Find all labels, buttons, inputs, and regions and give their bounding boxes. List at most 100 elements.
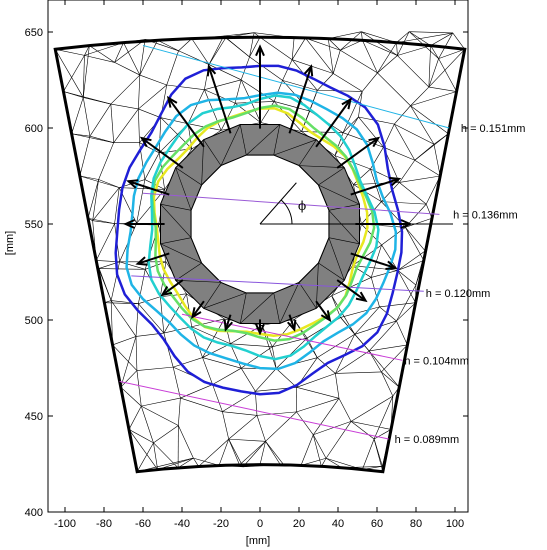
ring-element-edge <box>175 167 202 186</box>
arrow-head <box>206 64 217 77</box>
ring-element-edge <box>239 124 247 156</box>
label-leader <box>131 275 424 292</box>
contour-line <box>150 104 376 342</box>
y-axis-label: [mm] <box>4 231 16 255</box>
mesh-edge <box>138 108 161 118</box>
pressure-arrow <box>160 279 184 297</box>
mesh-edge <box>128 429 154 444</box>
ring-element-diagonal <box>246 124 280 156</box>
contour-line <box>114 64 404 396</box>
arrow-head <box>126 179 139 189</box>
pressure-arrow <box>223 314 234 332</box>
x-tick-label: 0 <box>257 518 263 530</box>
contour-label: h = 0.089mm <box>395 434 460 446</box>
x-tick-label: -40 <box>174 518 190 530</box>
mesh-edge <box>228 438 244 467</box>
mesh-edge <box>399 182 427 205</box>
mesh-edge <box>381 371 394 397</box>
mesh-edge <box>312 434 327 459</box>
mesh-edge <box>222 411 229 440</box>
mesh-edge <box>354 334 370 352</box>
mesh-edge <box>166 84 205 90</box>
pressure-arrow <box>288 64 314 134</box>
mesh-edge <box>79 175 120 188</box>
arrow-head <box>341 97 352 110</box>
mesh-edge <box>338 398 352 422</box>
arrow-shaft <box>350 177 400 196</box>
ring-element-edge <box>328 237 360 245</box>
mesh-edge <box>212 384 223 412</box>
arrow-shaft <box>350 252 396 269</box>
arrow-head <box>255 323 265 336</box>
mesh-edge <box>110 103 139 110</box>
contour-label: h = 0.120mm <box>426 288 491 300</box>
mesh-edge <box>139 74 167 86</box>
angle-indicator: ϕ <box>259 182 453 225</box>
ring-element-edge <box>273 124 281 156</box>
mesh-edge <box>198 438 229 467</box>
pressure-arrow <box>336 136 381 169</box>
mesh-edge <box>112 344 138 371</box>
mesh-edge <box>259 441 266 465</box>
mesh-edge <box>239 441 266 466</box>
mesh-edge <box>371 270 398 278</box>
mesh-edge <box>230 343 273 348</box>
mesh-edge <box>136 370 142 407</box>
mesh-edge <box>273 80 283 102</box>
contour-label-leaders <box>119 44 450 440</box>
angle-arc <box>280 199 293 225</box>
mesh-edge <box>114 187 120 224</box>
pressure-arrow <box>166 95 205 148</box>
ring-element-diagonal <box>203 292 247 309</box>
arrow-head <box>166 95 178 108</box>
mesh-edge <box>54 49 84 98</box>
mesh-edge <box>111 300 139 304</box>
contour-line <box>147 94 380 361</box>
mesh-edge <box>249 37 261 58</box>
arrow-shaft <box>141 137 184 169</box>
mesh-edge <box>178 398 181 426</box>
ring-element-edge <box>298 282 317 309</box>
mesh-edge <box>394 123 416 161</box>
mesh-edge <box>397 45 431 56</box>
mesh-edge <box>87 217 115 224</box>
arrow-head <box>135 256 148 266</box>
pressure-arrow <box>126 179 170 196</box>
arrow-head <box>368 136 381 148</box>
mesh-edge <box>153 442 158 470</box>
pressure-arrow <box>286 314 297 332</box>
mesh-edge <box>92 187 120 221</box>
film-thickness-contours <box>114 64 404 396</box>
mesh-edge <box>261 325 277 369</box>
mesh-edge <box>430 32 453 46</box>
mesh-edge <box>274 101 310 112</box>
ring-element-edge <box>160 203 192 211</box>
mesh-edge <box>228 439 240 465</box>
mesh-edge <box>358 116 384 148</box>
mesh-edge <box>379 302 416 308</box>
mesh-edge <box>377 42 397 74</box>
mesh-edge <box>110 104 114 143</box>
x-tick-label: -20 <box>213 518 229 530</box>
mesh-edge <box>383 123 395 148</box>
pressure-arrow <box>123 219 165 229</box>
pressure-arrow <box>350 176 402 196</box>
mesh-edge <box>98 142 114 180</box>
mesh-edge <box>340 49 378 74</box>
mesh-edge <box>369 344 408 352</box>
mesh-edge <box>410 105 435 145</box>
mesh-edge <box>139 40 158 76</box>
mesh-edge <box>397 270 417 286</box>
label-leader <box>142 44 450 129</box>
mesh-edge <box>396 302 416 322</box>
mesh-edge <box>296 411 314 435</box>
mesh-edge <box>381 244 399 271</box>
mesh-edge <box>228 415 258 440</box>
pressure-arrow <box>336 279 368 303</box>
pressure-arrow <box>139 136 184 169</box>
x-tick-label: -60 <box>135 518 151 530</box>
mesh-edge <box>114 39 146 63</box>
mesh-edge <box>282 80 318 91</box>
mesh-edge <box>71 133 114 143</box>
mesh-edge <box>396 32 453 43</box>
